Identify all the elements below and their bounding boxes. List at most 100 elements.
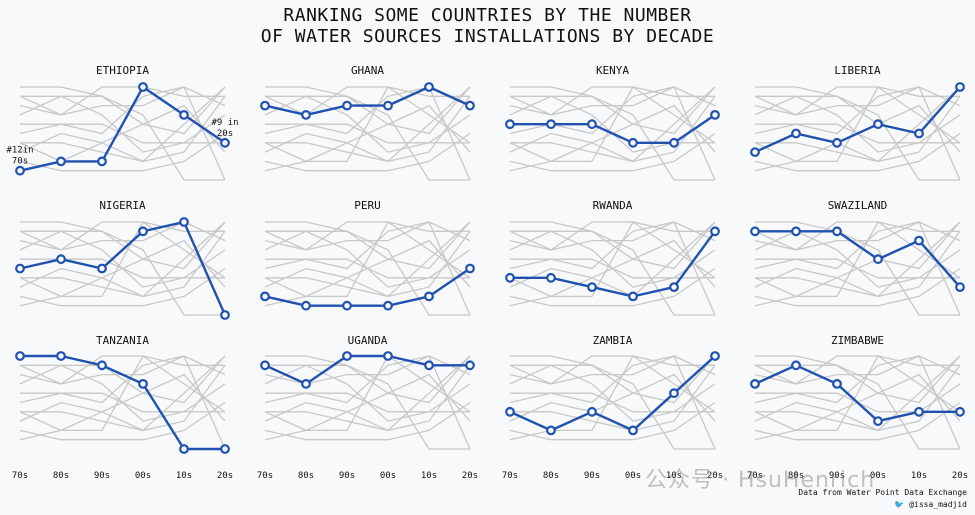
point-liberia-80s xyxy=(791,128,801,139)
point-tanzania-90s xyxy=(97,360,107,371)
point-kenya-10s xyxy=(669,137,679,148)
point-rwanda-10s xyxy=(669,282,679,293)
point-uganda-20s xyxy=(465,360,475,371)
context-line-swaziland xyxy=(265,95,471,153)
x-tick-label-00s: 00s xyxy=(135,471,151,481)
point-zimbabwe-00s xyxy=(873,416,883,427)
chart-title-line-1: RANKING SOME COUNTRIES BY THE NUMBER xyxy=(283,5,692,26)
point-zambia-00s xyxy=(628,425,638,436)
annotation-ethiopia-70s-line2: 70s xyxy=(12,157,28,167)
context-line-peru xyxy=(509,132,716,172)
panel-title-liberia: LIBERIA xyxy=(834,64,881,77)
highlight-line-rwanda xyxy=(510,230,716,298)
context-line-ethiopia xyxy=(264,355,471,441)
context-line-ethiopia xyxy=(264,221,471,307)
x-tick-label-80s: 80s xyxy=(788,471,804,481)
point-kenya-20s xyxy=(710,109,720,120)
context-line-peru xyxy=(754,401,961,441)
context-line-nigeria xyxy=(754,221,961,316)
point-swaziland-20s xyxy=(955,282,965,293)
annotation-ethiopia-70s-line1: #12in xyxy=(6,146,33,156)
x-tick-label-00s: 00s xyxy=(380,471,396,481)
point-liberia-20s xyxy=(955,82,965,92)
context-line-nigeria xyxy=(19,355,226,450)
panel-title-kenya: KENYA xyxy=(596,64,629,77)
context-line-tanzania xyxy=(510,355,715,450)
x-tick-label-20s: 20s xyxy=(462,471,478,481)
point-peru-10s xyxy=(424,291,434,302)
context-line-ethiopia xyxy=(19,221,226,307)
x-tick-label-70s: 70s xyxy=(12,471,28,481)
point-ethiopia-00s xyxy=(138,82,148,92)
context-line-nigeria xyxy=(264,86,471,181)
context-line-ethiopia xyxy=(754,86,961,172)
context-line-peru xyxy=(509,401,716,441)
point-swaziland-80s xyxy=(791,226,801,237)
point-swaziland-90s xyxy=(832,226,842,237)
point-rwanda-00s xyxy=(628,291,638,302)
panel-title-tanzania: TANZANIA xyxy=(96,334,149,347)
context-line-zambia xyxy=(19,86,226,163)
context-line-zimbabwe xyxy=(509,364,715,422)
context-line-ethiopia xyxy=(509,221,716,307)
context-line-tanzania xyxy=(265,221,470,316)
highlight-line-tanzania xyxy=(20,354,225,451)
point-zimbabwe-10s xyxy=(914,406,924,417)
point-peru-80s xyxy=(301,300,311,311)
x-tick-label-80s: 80s xyxy=(53,471,69,481)
point-zambia-80s xyxy=(546,425,556,436)
highlight-line-liberia xyxy=(754,86,961,154)
point-uganda-80s xyxy=(301,379,311,389)
context-line-nigeria xyxy=(264,221,471,316)
context-line-zimbabwe xyxy=(264,95,470,153)
panel-tanzania: TANZANIA 70s 80s 90s 00s 10s 20s xyxy=(12,334,233,481)
x-tick-label-80s: 80s xyxy=(543,471,559,481)
point-tanzania-10s xyxy=(179,444,189,454)
context-line-tanzania xyxy=(755,355,960,450)
context-line-uganda xyxy=(754,221,960,251)
context-line-peru xyxy=(754,267,961,307)
point-peru-20s xyxy=(465,263,475,274)
panel-title-uganda: UGANDA xyxy=(348,334,388,347)
context-line-tanzania xyxy=(510,221,715,316)
context-line-ethiopia xyxy=(754,355,961,441)
panel-peru: PERU xyxy=(260,199,475,316)
panel-rwanda: RWANDA xyxy=(505,199,720,316)
context-line-zimbabwe xyxy=(19,364,225,422)
point-zambia-90s xyxy=(587,406,597,417)
x-tick-label-70s: 70s xyxy=(747,471,763,481)
panel-title-nigeria: NIGERIA xyxy=(99,199,146,212)
panel-title-zambia: ZAMBIA xyxy=(593,334,633,347)
x-tick-label-10s: 10s xyxy=(666,471,682,481)
panel-ghana: GHANA xyxy=(260,64,475,181)
context-line-zambia xyxy=(509,86,716,163)
context-line-zambia xyxy=(754,355,961,432)
context-line-nigeria xyxy=(264,355,471,450)
point-tanzania-20s xyxy=(220,444,230,454)
panel-title-peru: PERU xyxy=(354,199,381,212)
context-line-swaziland xyxy=(20,230,226,288)
point-ghana-70s xyxy=(260,100,270,111)
x-tick-label-70s: 70s xyxy=(502,471,518,481)
point-ghana-10s xyxy=(424,82,434,92)
context-line-uganda xyxy=(264,86,470,116)
x-tick-label-20s: 20s xyxy=(217,471,233,481)
point-rwanda-70s xyxy=(505,272,515,283)
context-line-uganda xyxy=(509,221,715,251)
context-line-uganda xyxy=(509,355,715,385)
context-line-uganda xyxy=(19,355,225,385)
panel-title-swaziland: SWAZILAND xyxy=(828,199,888,212)
context-line-uganda xyxy=(754,86,960,116)
context-line-swaziland xyxy=(265,230,471,288)
context-line-zambia xyxy=(754,221,961,298)
point-zambia-10s xyxy=(669,388,679,399)
point-rwanda-20s xyxy=(710,226,720,237)
point-nigeria-00s xyxy=(138,226,148,237)
chart-title-line-2: OF WATER SOURCES INSTALLATIONS BY DECADE xyxy=(260,26,715,47)
x-tick-label-20s: 20s xyxy=(707,471,723,481)
point-uganda-90s xyxy=(342,351,352,361)
point-zambia-70s xyxy=(505,406,515,417)
point-peru-70s xyxy=(260,291,270,302)
point-tanzania-80s xyxy=(56,351,66,361)
